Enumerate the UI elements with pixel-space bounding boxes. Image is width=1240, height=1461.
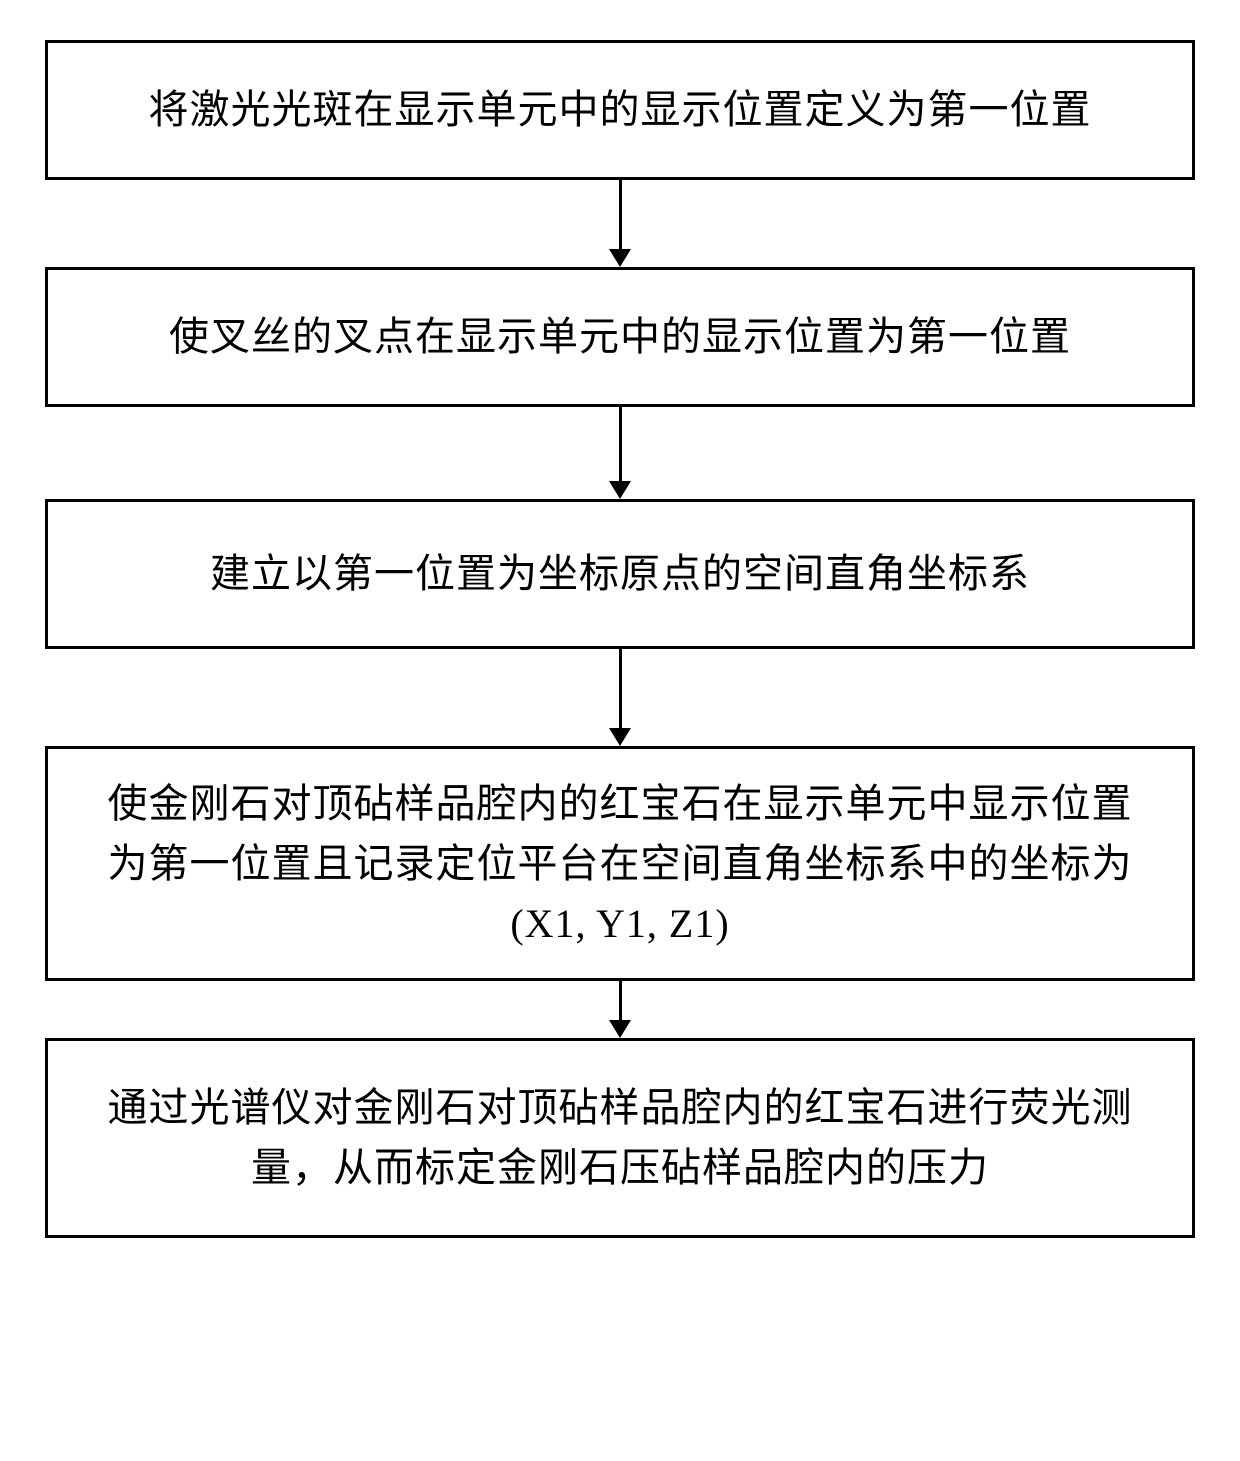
arrow-down-icon [609, 180, 631, 267]
flowchart-node-step2: 使叉丝的叉点在显示单元中的显示位置为第一位置 [45, 267, 1195, 407]
flowchart-node-step3: 建立以第一位置为坐标原点的空间直角坐标系 [45, 499, 1195, 649]
flowchart-node-step4: 使金刚石对顶砧样品腔内的红宝石在显示单元中显示位置为第一位置且记录定位平台在空间… [45, 746, 1195, 981]
arrow-down-icon [609, 649, 631, 746]
node-text: 通过光谱仪对金刚石对顶砧样品腔内的红宝石进行荧光测量，从而标定金刚石压砧样品腔内… [88, 1078, 1152, 1198]
arrow-head [609, 249, 631, 267]
arrow-line [619, 981, 622, 1021]
node-text: 使叉丝的叉点在显示单元中的显示位置为第一位置 [169, 307, 1071, 367]
arrow-down-icon [609, 981, 631, 1038]
arrow-line [619, 407, 622, 482]
arrow-line [619, 180, 622, 250]
arrow-down-icon [609, 407, 631, 499]
node-text: 将激光光斑在显示单元中的显示位置定义为第一位置 [149, 80, 1092, 140]
flowchart-node-step1: 将激光光斑在显示单元中的显示位置定义为第一位置 [45, 40, 1195, 180]
arrow-head [609, 1020, 631, 1038]
node-text: 使金刚石对顶砧样品腔内的红宝石在显示单元中显示位置为第一位置且记录定位平台在空间… [88, 774, 1152, 954]
flowchart-container: 将激光光斑在显示单元中的显示位置定义为第一位置 使叉丝的叉点在显示单元中的显示位… [45, 40, 1195, 1238]
arrow-head [609, 728, 631, 746]
flowchart-node-step5: 通过光谱仪对金刚石对顶砧样品腔内的红宝石进行荧光测量，从而标定金刚石压砧样品腔内… [45, 1038, 1195, 1238]
node-text: 建立以第一位置为坐标原点的空间直角坐标系 [210, 544, 1030, 604]
arrow-head [609, 481, 631, 499]
arrow-line [619, 649, 622, 729]
